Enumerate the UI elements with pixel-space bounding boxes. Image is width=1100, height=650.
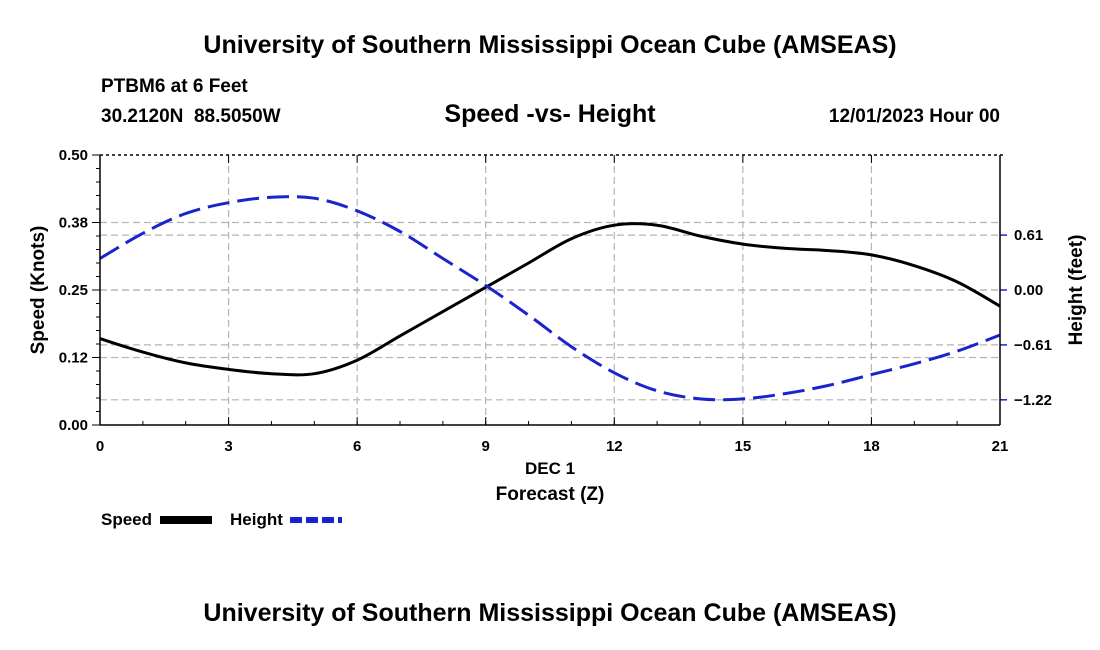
x-axis-title: Forecast (Z) (496, 484, 605, 505)
y-tick-label: 0.00 (59, 417, 88, 434)
x-tick-label: 18 (863, 438, 880, 455)
height-series-line (99, 195, 1001, 402)
footer-title: University of Southern Mississippi Ocean… (203, 599, 897, 627)
y2-axis-title: Height (feet) (1066, 235, 1087, 346)
legend-speed-label: Speed (101, 510, 152, 529)
x-tick-label: 3 (224, 438, 232, 455)
forecast-datetime: 12/01/2023 Hour 00 (828, 106, 1000, 127)
y-tick-label: 0.12 (59, 350, 88, 367)
y-tick-label: 0.38 (59, 215, 88, 232)
y2-tick-label: −1.22 (1014, 392, 1052, 409)
x-tick-label: 0 (96, 438, 104, 455)
x-tick-label: 21 (992, 438, 1009, 455)
coordinates-label: 30.2120N 88.5050W (101, 106, 281, 127)
chart-subtitle: Speed -vs- Height (444, 100, 656, 128)
y2-tick-label: −0.61 (1014, 337, 1052, 354)
y2-tick-label: 0.61 (1014, 227, 1043, 244)
y-tick-label: 0.50 (59, 147, 88, 164)
x-tick-label: 6 (353, 438, 361, 455)
y-tick-label: 0.25 (59, 282, 88, 299)
x-axis-day-label: DEC 1 (525, 459, 575, 478)
x-tick-label: 15 (735, 438, 752, 455)
x-tick-label: 9 (482, 438, 490, 455)
y2-tick-label: 0.00 (1014, 282, 1043, 299)
legend-height-label: Height (230, 510, 283, 529)
station-label: PTBM6 at 6 Feet (101, 76, 248, 97)
chart-title: University of Southern Mississippi Ocean… (203, 31, 897, 59)
x-tick-label: 12 (606, 438, 623, 455)
speed-series-line (99, 222, 1001, 377)
y-axis-title: Speed (Knots) (28, 226, 49, 355)
